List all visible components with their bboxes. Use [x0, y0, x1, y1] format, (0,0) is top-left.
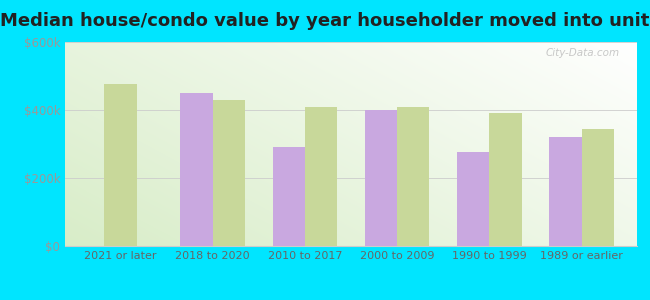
Bar: [397, 106, 430, 246]
Bar: [457, 152, 489, 246]
Text: Median house/condo value by year householder moved into unit: Median house/condo value by year househo…: [0, 12, 650, 30]
Bar: [582, 129, 614, 246]
Bar: [365, 110, 397, 246]
Bar: [549, 137, 582, 246]
Bar: [305, 106, 337, 246]
Bar: [213, 100, 245, 246]
Bar: [104, 85, 136, 246]
Bar: [272, 147, 305, 246]
Text: City-Data.com: City-Data.com: [546, 48, 620, 58]
Bar: [489, 113, 522, 246]
Bar: [180, 93, 213, 246]
